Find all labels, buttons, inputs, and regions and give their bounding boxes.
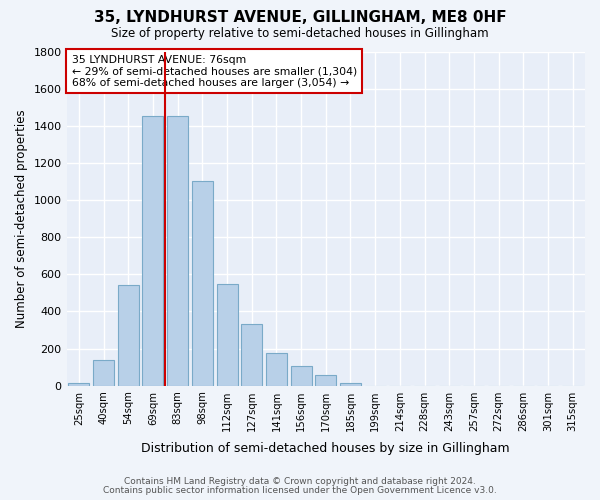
Bar [93, 360, 114, 386]
Text: 35, LYNDHURST AVENUE, GILLINGHAM, ME8 0HF: 35, LYNDHURST AVENUE, GILLINGHAM, ME8 0H… [94, 10, 506, 25]
Bar [142, 116, 163, 386]
Bar [241, 324, 262, 386]
Bar [217, 284, 238, 386]
X-axis label: Distribution of semi-detached houses by size in Gillingham: Distribution of semi-detached houses by … [142, 442, 510, 455]
Text: 35 LYNDHURST AVENUE: 76sqm
← 29% of semi-detached houses are smaller (1,304)
68%: 35 LYNDHURST AVENUE: 76sqm ← 29% of semi… [72, 55, 357, 88]
Bar [340, 383, 361, 386]
Text: Size of property relative to semi-detached houses in Gillingham: Size of property relative to semi-detach… [111, 28, 489, 40]
Bar [290, 366, 311, 386]
Bar [68, 383, 89, 386]
Y-axis label: Number of semi-detached properties: Number of semi-detached properties [15, 110, 28, 328]
Text: Contains HM Land Registry data © Crown copyright and database right 2024.: Contains HM Land Registry data © Crown c… [124, 477, 476, 486]
Bar [118, 286, 139, 386]
Bar [167, 116, 188, 386]
Bar [315, 376, 336, 386]
Bar [192, 182, 213, 386]
Bar [266, 353, 287, 386]
Text: Contains public sector information licensed under the Open Government Licence v3: Contains public sector information licen… [103, 486, 497, 495]
